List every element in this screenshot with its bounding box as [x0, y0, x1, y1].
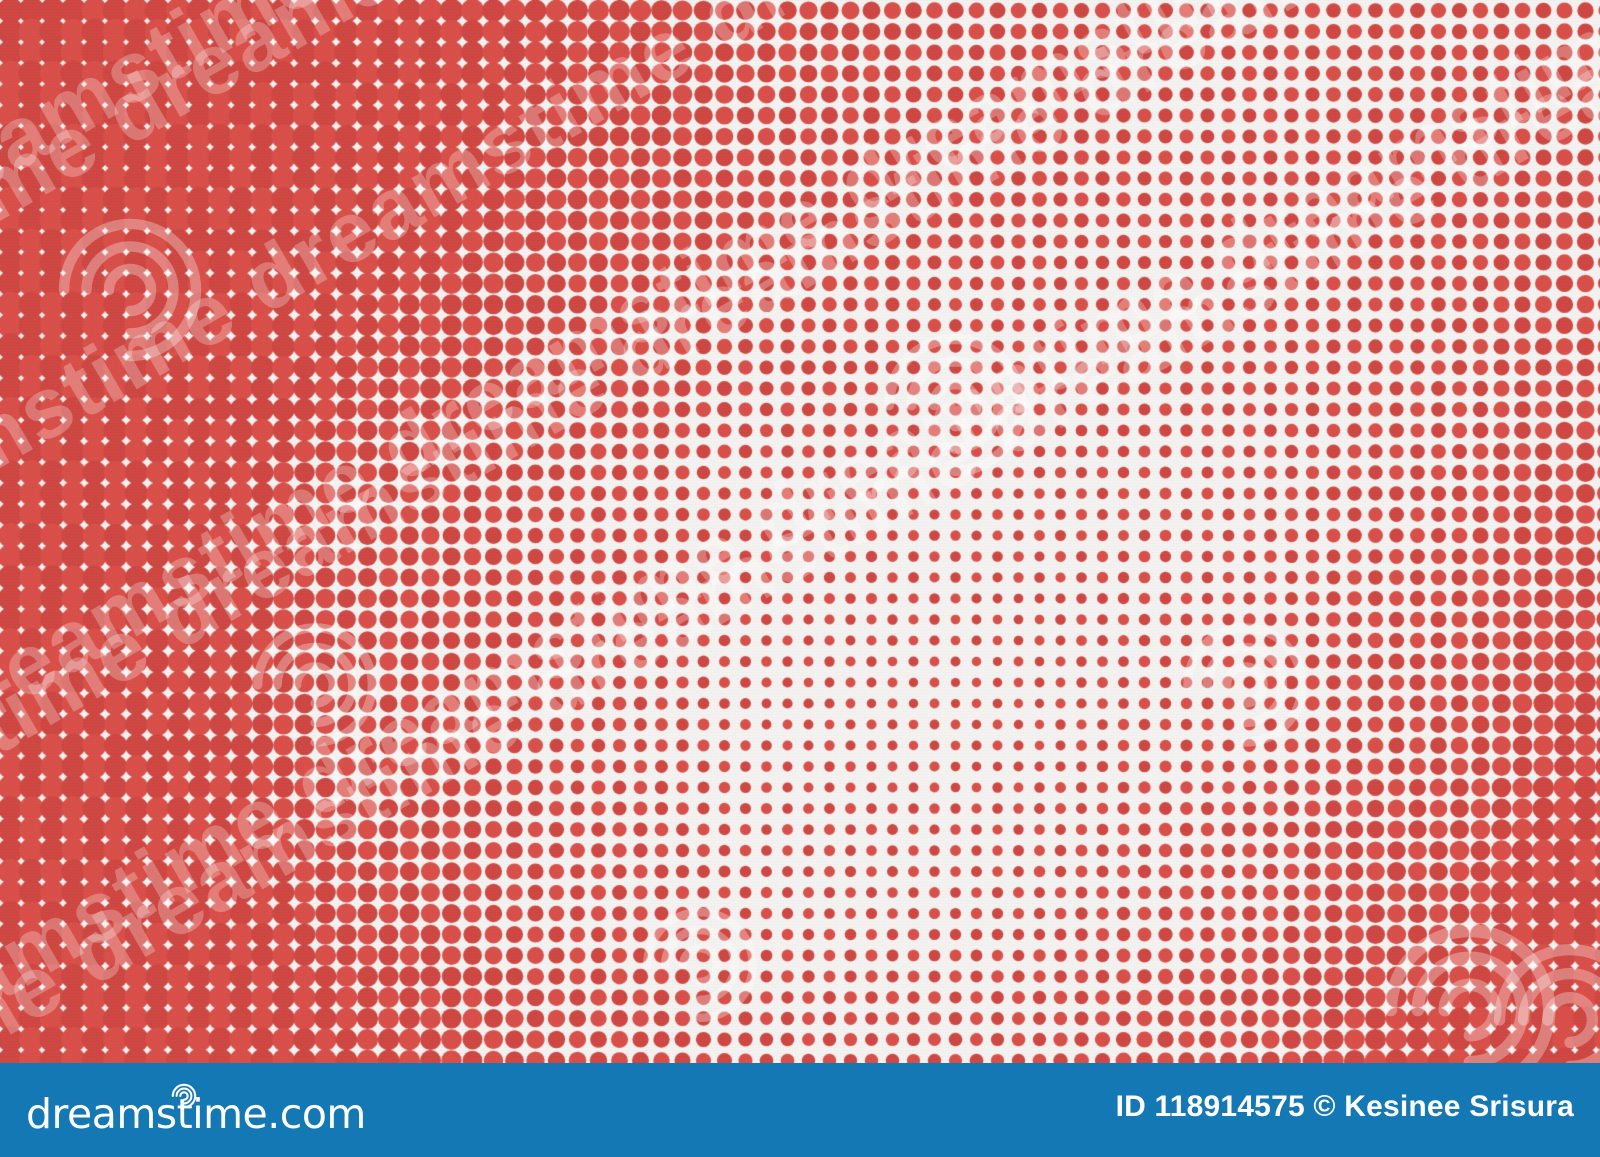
spiral-icon	[171, 1083, 197, 1114]
halftone-artwork: dreamstime dreamstime dreamstime dreamst…	[0, 0, 1600, 1063]
dreamstime-logo[interactable]: dreamstime.com	[26, 1083, 366, 1138]
image-credit: ID 118914575 © Kesinee Srisura	[1115, 1090, 1574, 1123]
dreamstime-logo-text: dreamstime.com	[26, 1090, 366, 1138]
halftone-pattern-canvas	[0, 0, 1600, 1063]
footer-bar: dreamstime.com ID 118914575 © Kesinee Sr…	[0, 1063, 1600, 1157]
